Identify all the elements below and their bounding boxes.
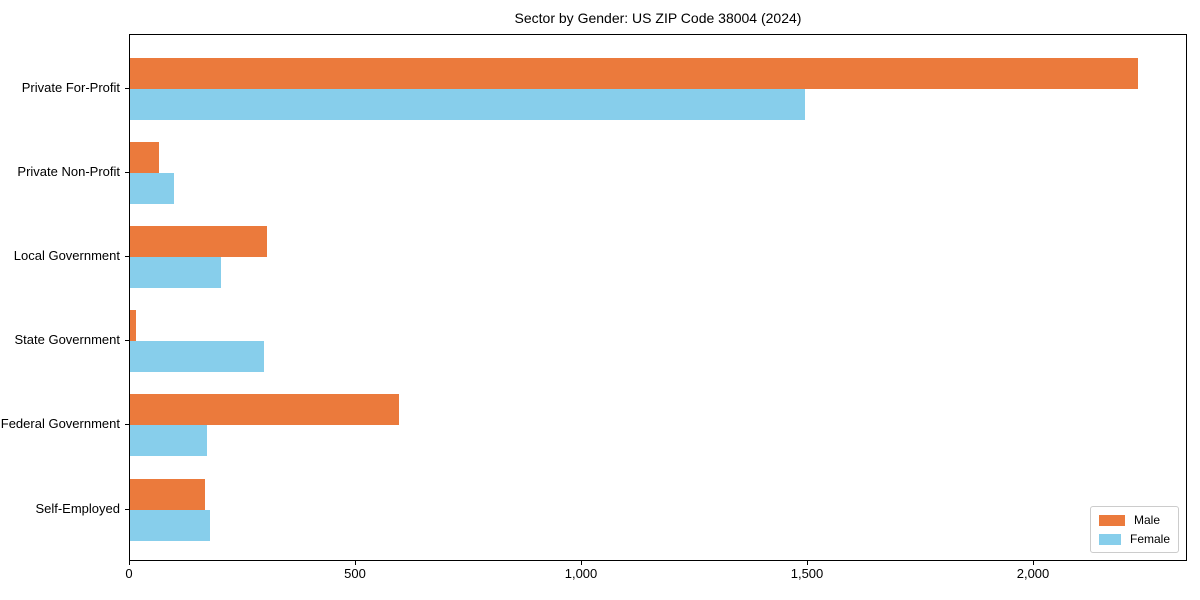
bar-female — [130, 257, 221, 289]
x-tick-label: 2,000 — [1016, 566, 1050, 581]
y-tick-mark — [125, 424, 129, 425]
legend-label-female: Female — [1129, 532, 1170, 546]
y-axis-label: State Government — [14, 332, 121, 347]
x-tick-label: 1,000 — [564, 566, 598, 581]
bar-male — [130, 226, 267, 258]
chart-title: Sector by Gender: US ZIP Code 38004 (202… — [514, 10, 802, 26]
bar-female — [130, 89, 805, 120]
y-tick-mark — [125, 340, 129, 341]
y-tick-mark — [125, 172, 129, 173]
x-tick-mark — [581, 561, 582, 565]
legend: Male Female — [1090, 506, 1179, 553]
bar-male — [130, 394, 399, 426]
legend-item-male: Male — [1099, 513, 1170, 527]
bar-female — [130, 509, 210, 541]
y-axis-label: Local Government — [13, 248, 120, 263]
y-tick-mark — [125, 256, 129, 257]
bar-female — [130, 341, 264, 373]
bar-female — [130, 173, 174, 205]
legend-swatch-male — [1099, 514, 1125, 526]
bar-male — [130, 58, 1138, 89]
y-axis-label: Private For-Profit — [21, 80, 120, 95]
x-tick-label: 500 — [344, 566, 366, 581]
legend-item-female: Female — [1099, 532, 1170, 546]
y-tick-mark — [125, 509, 129, 510]
y-axis-label: Federal Government — [0, 416, 120, 431]
plot-area — [129, 34, 1187, 561]
legend-label-male: Male — [1134, 513, 1161, 527]
y-tick-mark — [125, 88, 129, 89]
bar-female — [130, 425, 207, 457]
x-tick-label: 0 — [125, 566, 133, 581]
x-tick-mark — [355, 561, 356, 565]
bar-male — [130, 310, 136, 342]
x-tick-label: 1,500 — [790, 566, 824, 581]
y-axis-label: Self-Employed — [35, 501, 120, 516]
legend-swatch-female — [1099, 533, 1121, 545]
x-tick-mark — [129, 561, 130, 565]
y-axis-label: Private Non-Profit — [17, 164, 120, 179]
x-tick-mark — [807, 561, 808, 565]
x-tick-mark — [1033, 561, 1034, 565]
bar-male — [130, 142, 159, 174]
bar-male — [130, 478, 205, 510]
